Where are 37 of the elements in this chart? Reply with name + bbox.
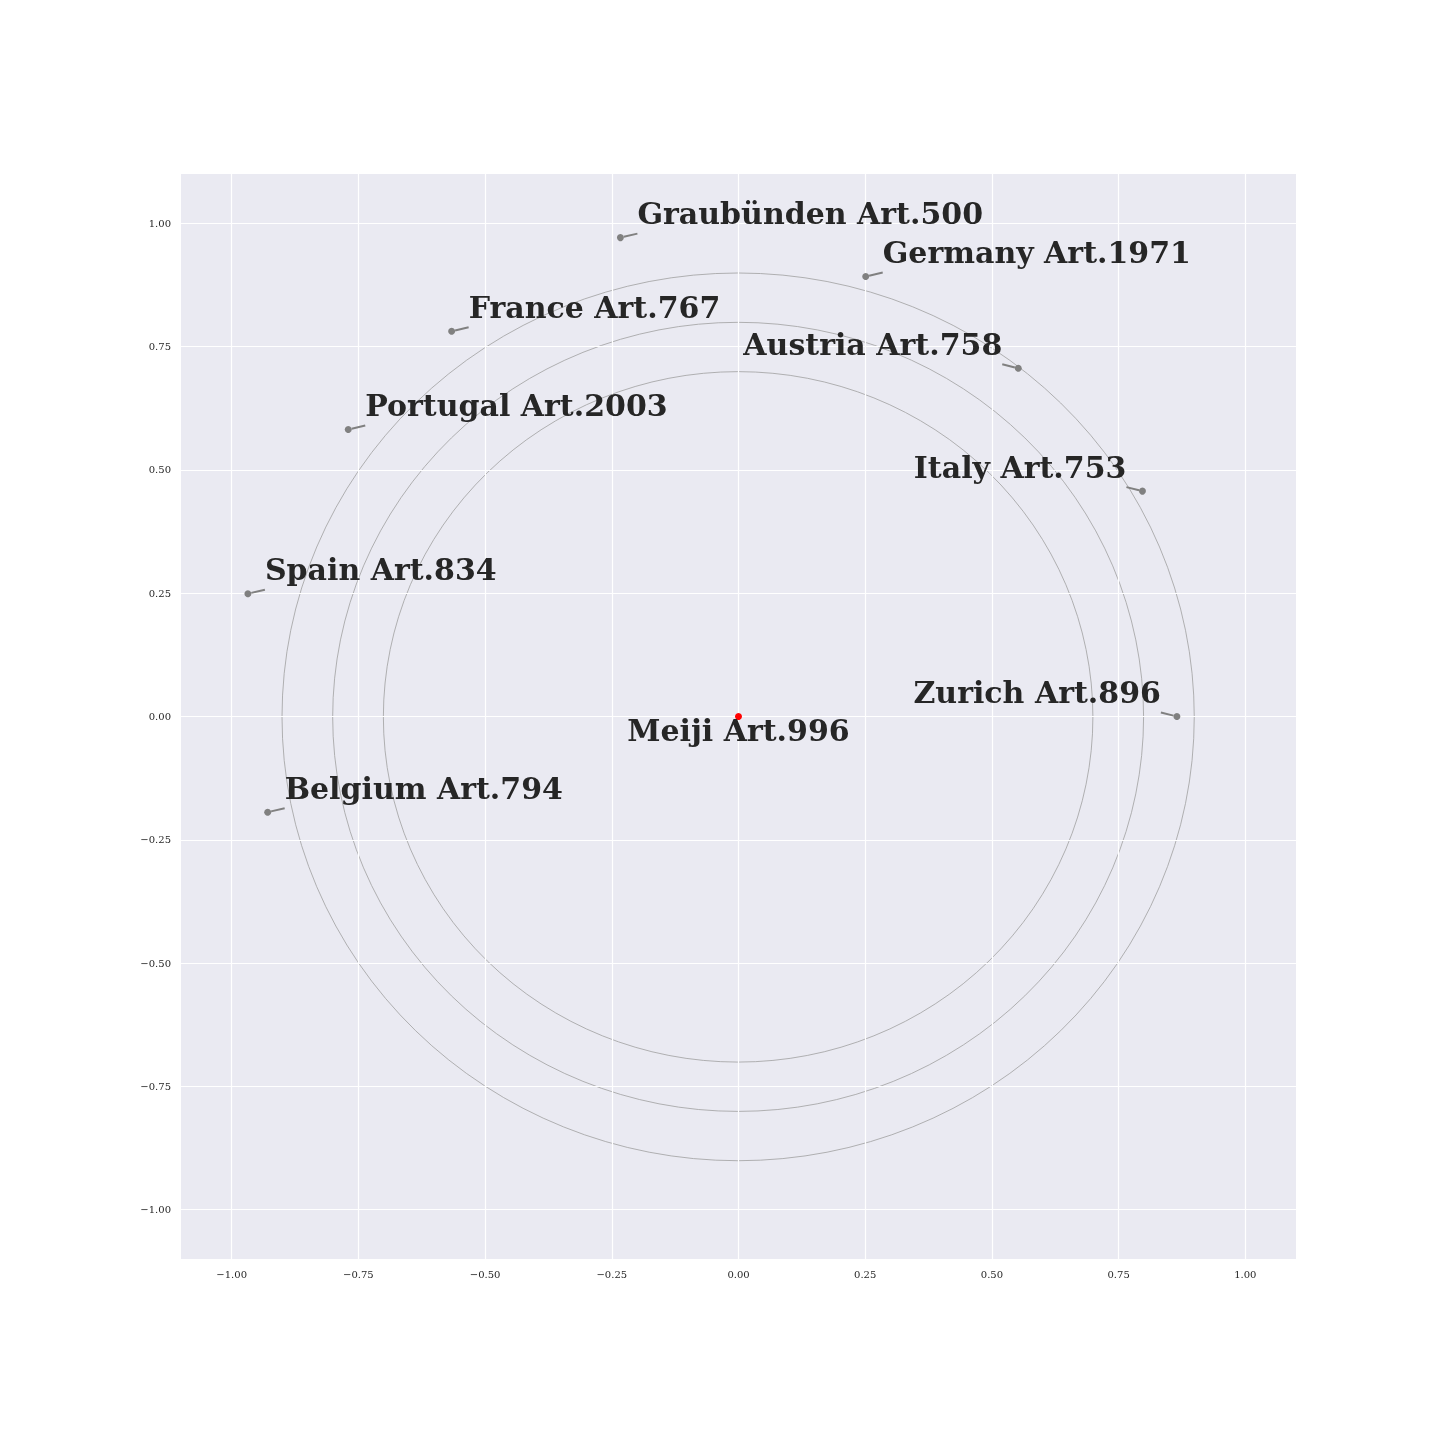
point (1138, 487, 1146, 495)
annotation: Austria Art.758 (742, 326, 1003, 362)
x-tick-label: 0.75 (1107, 1268, 1130, 1280)
annotation: Portugal Art.2003 (365, 387, 668, 423)
point (264, 808, 272, 816)
y-tick-label: −0.25 (140, 834, 171, 846)
point (616, 234, 624, 242)
y-tick-label: −1.00 (140, 1204, 171, 1216)
x-tick-label: 0.25 (854, 1268, 877, 1280)
y-tick-label: 0.25 (148, 587, 171, 599)
point (244, 590, 252, 598)
x-tick-label: 1.00 (1234, 1268, 1257, 1280)
annotation: Germany Art.1971 (882, 235, 1191, 271)
y-tick-label: 0.00 (148, 711, 171, 722)
y-tick-label: 1.00 (148, 217, 171, 229)
x-tick-label: 0.00 (727, 1268, 750, 1280)
point (1173, 713, 1181, 720)
x-tick-label: 0.50 (980, 1268, 1004, 1280)
annotation: Zurich Art.896 (913, 675, 1161, 710)
y-tick-label: −0.75 (140, 1080, 171, 1092)
y-tick-label: −0.50 (140, 957, 171, 969)
point (1014, 364, 1022, 372)
annotation: Graubünden Art.500 (637, 196, 984, 232)
annotation: Belgium Art.794 (284, 770, 563, 806)
x-tick-label: −0.75 (343, 1268, 374, 1280)
annotation: Meiji Art.996 (627, 713, 850, 748)
x-tick-label: −1.00 (216, 1268, 248, 1280)
x-tick-label: −0.50 (469, 1268, 501, 1280)
annotation: France Art.767 (468, 289, 721, 325)
annotation: Spain Art.834 (264, 552, 497, 588)
point (862, 273, 870, 281)
x-tick-label: −0.25 (596, 1268, 628, 1280)
annotation: Italy Art.753 (913, 449, 1127, 485)
y-tick-label: 0.50 (148, 464, 171, 476)
point (344, 425, 352, 433)
point (448, 327, 456, 335)
y-tick-label: 0.75 (148, 341, 171, 353)
